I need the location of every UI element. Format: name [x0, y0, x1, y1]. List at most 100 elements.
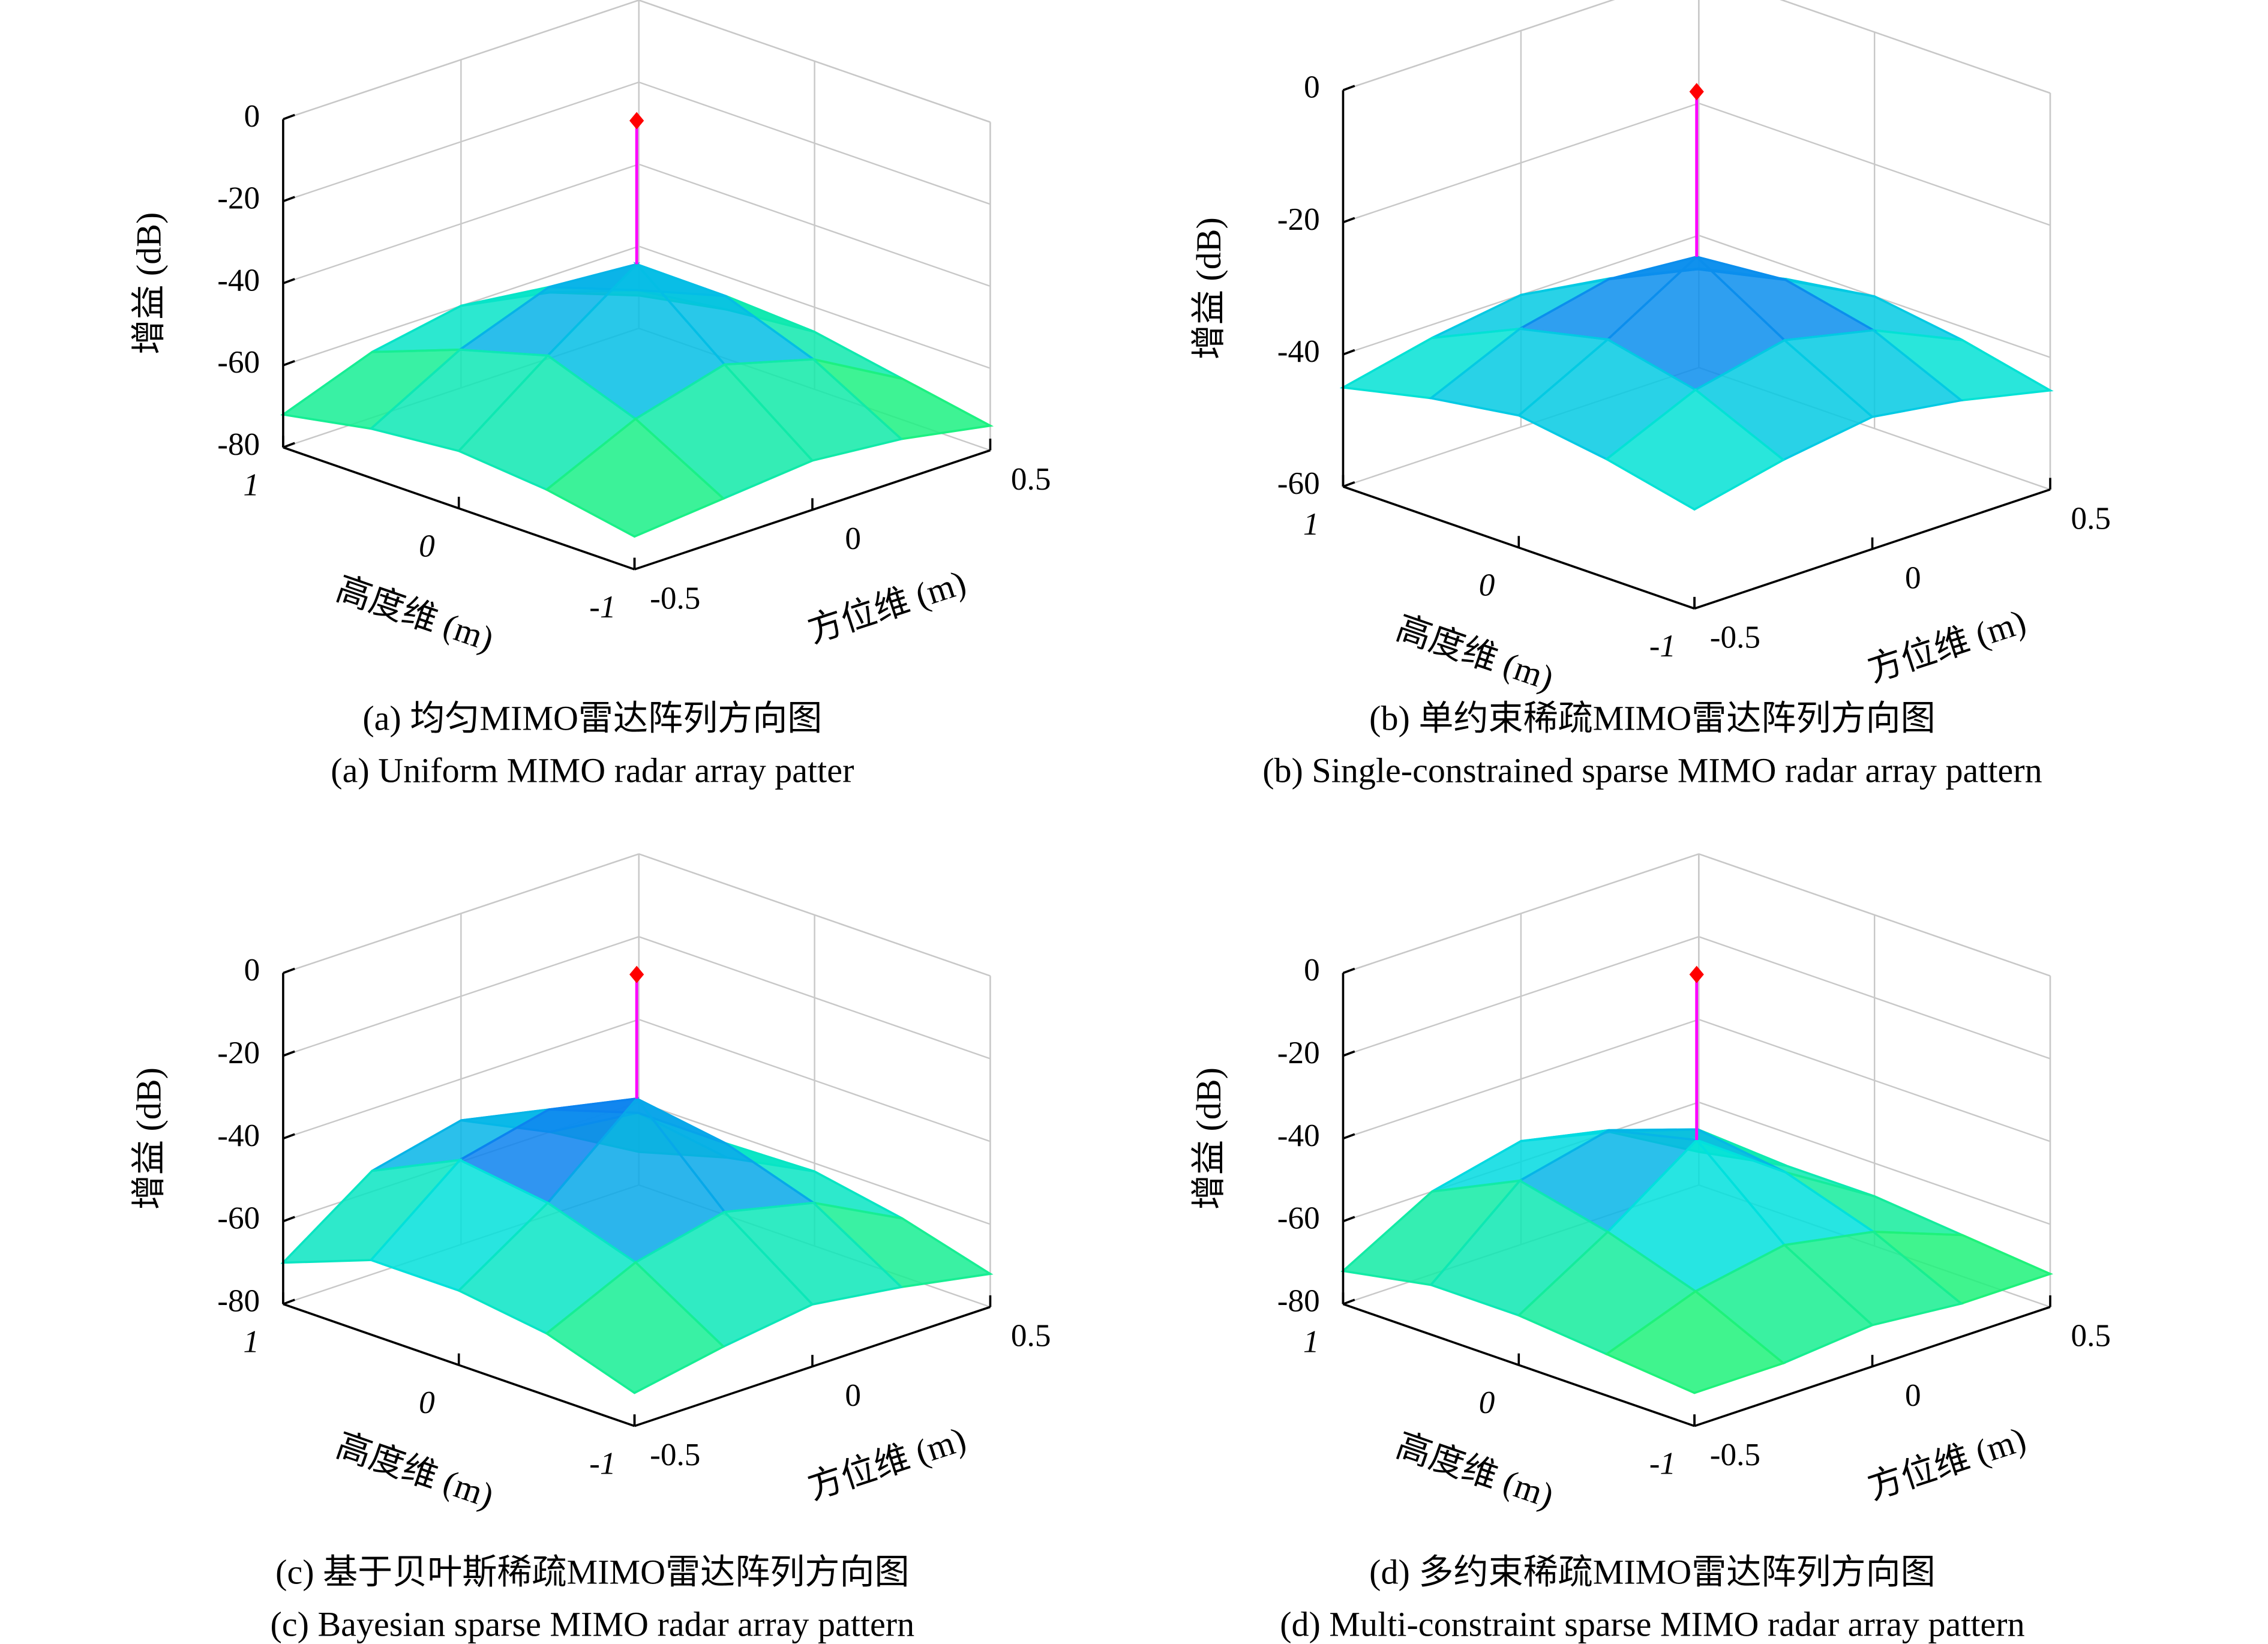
z-tick	[1342, 481, 1355, 488]
z-tick	[283, 1216, 295, 1223]
x-tick-label: 0	[1905, 560, 1921, 596]
z-tick-label: -80	[1277, 1283, 1320, 1319]
z-tick-label: -40	[1277, 334, 1320, 369]
peak-marker	[1689, 83, 1704, 101]
peak-marker	[1689, 965, 1704, 983]
y-axis-label: 高度维 (m)	[331, 569, 499, 659]
z-axis-label: 增益 (dB)	[1189, 1067, 1228, 1210]
z-tick	[1342, 1050, 1355, 1057]
subplot: 0 -20 -40 -60 -80 -0.5 0 0.5 -1 0 1 方位维 (m) 高度维 (m) 增…	[1189, 853, 2111, 1643]
y-tick-label: 0	[1479, 1385, 1495, 1420]
box-edge	[638, 853, 991, 977]
peak-marker	[629, 112, 644, 130]
z-tick	[1342, 349, 1355, 356]
z-tick	[283, 113, 295, 121]
x-tick-label: -0.5	[1710, 620, 1760, 655]
box-edge	[1698, 853, 2051, 977]
z-tick	[1342, 217, 1355, 224]
y-tick-label: -1	[589, 589, 616, 625]
z-tick-label: -40	[217, 1118, 260, 1153]
z-tick-label: 0	[1304, 952, 1320, 988]
z-tick-label: -20	[217, 1035, 260, 1070]
x-tick-label: 0.5	[2071, 500, 2111, 536]
z-tick-label: -20	[1277, 202, 1320, 237]
caption: (d) 多约束稀疏MIMO雷达阵列方向图	[1369, 1552, 1936, 1591]
box-edge	[1343, 853, 1699, 974]
z-tick	[283, 1133, 295, 1140]
z-axis-label: 增益 (dB)	[1189, 217, 1228, 359]
x-axis	[1694, 1306, 2051, 1427]
caption-english: (d) Multi-constraint sparse MIMO radar a…	[1280, 1604, 2024, 1643]
x-tick-label: 0	[1905, 1378, 1921, 1413]
peak-marker	[629, 965, 644, 983]
y-tick-label: 1	[1303, 1324, 1319, 1359]
box-edge	[1343, 0, 1615, 91]
y-tick-label: 0	[1479, 568, 1495, 603]
caption-english: (c) Bayesian sparse MIMO radar array pat…	[271, 1604, 915, 1643]
caption-english: (b) Single-constrained sparse MIMO radar…	[1262, 751, 2042, 790]
x-tick-label: 0.5	[2071, 1318, 2111, 1354]
z-tick-label: -60	[217, 1201, 260, 1236]
surface-patch	[1604, 1289, 1786, 1394]
x-axis-label: 方位维 (m)	[1863, 1420, 2030, 1507]
box-edge	[283, 853, 640, 974]
surface-patch	[1604, 388, 1786, 511]
z-tick	[283, 196, 295, 203]
z-tick-label: -60	[1277, 1201, 1320, 1236]
z-tick-label: -20	[1277, 1035, 1320, 1070]
z-tick	[283, 967, 295, 974]
z-tick-label: -40	[1277, 1118, 1320, 1153]
x-axis	[634, 1306, 991, 1427]
z-tick	[1342, 1298, 1355, 1306]
surface-patch	[545, 1261, 725, 1394]
x-axis-label: 方位维 (m)	[1863, 602, 2030, 689]
y-tick-label: 1	[243, 467, 259, 503]
x-tick-label: -0.5	[650, 1437, 700, 1472]
z-tick	[283, 1050, 295, 1057]
box-edge	[1780, 0, 2051, 94]
z-tick-label: -60	[217, 344, 260, 380]
box-edge	[283, 0, 640, 120]
y-tick-label: -1	[1649, 628, 1676, 664]
y-tick-label: -1	[589, 1446, 616, 1481]
x-tick-label: -0.5	[650, 580, 700, 616]
y-tick-label: 0	[419, 1385, 435, 1420]
z-tick	[283, 442, 295, 449]
y-tick-label: -1	[1649, 1446, 1676, 1481]
subplot: 0 -20 -40 -60 -0.5 0 0.5 -1 0 1 方位维 (m) 高度维 (m) 增益 (…	[1189, 0, 2111, 790]
z-axis-label: 增益 (dB)	[129, 1067, 168, 1210]
z-tick	[283, 359, 295, 367]
z-tick-label: -20	[217, 181, 260, 216]
z-tick	[1342, 967, 1355, 974]
z-tick	[1342, 85, 1355, 92]
z-tick-label: -80	[217, 1283, 260, 1319]
z-tick	[283, 278, 295, 284]
subplot: 0 -20 -40 -60 -80 -0.5 0 0.5 -1 0 1 方位维 (m) 高度维 (m) 增…	[129, 853, 1051, 1643]
z-axis-label: 增益 (dB)	[129, 212, 168, 355]
x-tick-label: 0	[845, 1378, 861, 1413]
y-tick-label: 1	[243, 1324, 259, 1359]
x-axis-label: 方位维 (m)	[803, 1420, 970, 1507]
z-tick-label: -60	[1277, 466, 1320, 501]
y-axis-label: 高度维 (m)	[1391, 608, 1559, 698]
y-axis	[1342, 485, 1695, 610]
x-axis-label: 方位维 (m)	[803, 563, 970, 650]
caption-english: (a) Uniform MIMO radar array patter	[331, 751, 854, 790]
surface-patch	[544, 417, 726, 538]
x-tick-label: -0.5	[1710, 1437, 1760, 1472]
z-tick-label: 0	[244, 98, 260, 134]
z-tick-label: -40	[217, 262, 260, 298]
caption: (c) 基于贝叶斯稀疏MIMO雷达阵列方向图	[275, 1552, 909, 1591]
caption: (a) 均匀MIMO雷达阵列方向图	[362, 698, 822, 737]
box-edge	[638, 0, 991, 123]
y-tick-label: 1	[1303, 506, 1319, 542]
x-tick-label: 0.5	[1011, 1318, 1051, 1354]
x-tick-label: 0.5	[1011, 461, 1051, 497]
subplot: 0 -20 -40 -60 -80 -0.5 0 0.5 -1 0 1 方位维 (m) 高度维 (m) 增…	[129, 0, 1051, 790]
z-tick	[283, 1298, 295, 1306]
z-tick	[1342, 1216, 1355, 1223]
z-tick-label: -80	[217, 427, 260, 462]
